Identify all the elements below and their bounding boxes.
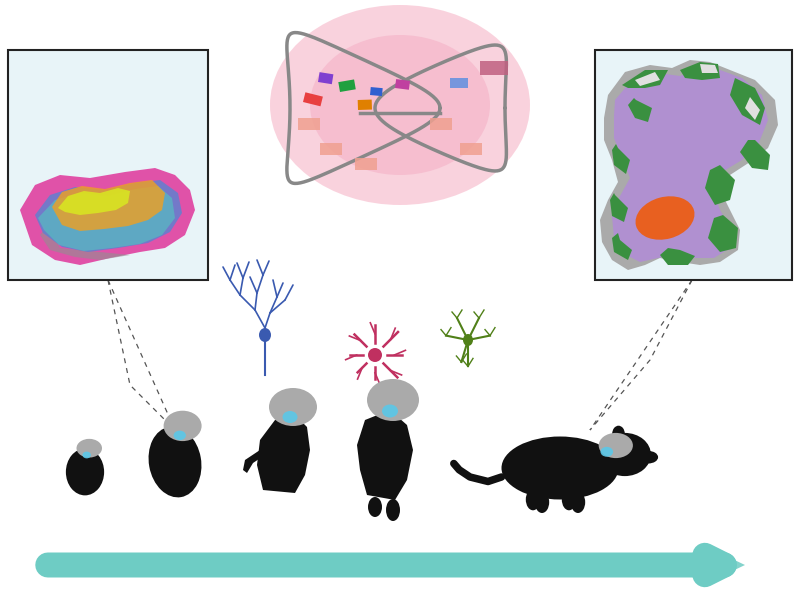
Polygon shape — [52, 180, 165, 231]
Ellipse shape — [562, 489, 576, 510]
Polygon shape — [660, 248, 695, 265]
Bar — [320, 143, 342, 155]
Bar — [355, 158, 377, 170]
Polygon shape — [708, 215, 738, 252]
Bar — [356, 98, 372, 110]
Ellipse shape — [386, 499, 400, 521]
Bar — [450, 78, 468, 88]
Ellipse shape — [601, 447, 613, 456]
Ellipse shape — [598, 433, 633, 458]
FancyBboxPatch shape — [595, 50, 792, 280]
Polygon shape — [635, 72, 660, 86]
Ellipse shape — [638, 451, 658, 464]
Bar — [393, 76, 409, 88]
Ellipse shape — [282, 411, 298, 423]
Polygon shape — [20, 168, 195, 265]
Polygon shape — [612, 68, 768, 262]
Ellipse shape — [367, 379, 419, 421]
Ellipse shape — [270, 5, 530, 205]
Polygon shape — [612, 233, 632, 260]
Bar — [370, 87, 383, 97]
Bar — [318, 72, 334, 84]
Ellipse shape — [150, 463, 162, 471]
Ellipse shape — [269, 388, 317, 426]
Bar — [340, 82, 357, 93]
Ellipse shape — [310, 35, 490, 175]
Bar — [460, 143, 482, 155]
Ellipse shape — [77, 439, 102, 458]
Ellipse shape — [82, 452, 91, 458]
Ellipse shape — [149, 426, 202, 497]
Polygon shape — [58, 188, 130, 215]
Ellipse shape — [635, 196, 694, 240]
Bar — [298, 118, 320, 130]
Polygon shape — [357, 410, 413, 500]
Ellipse shape — [463, 334, 473, 346]
Polygon shape — [622, 70, 668, 88]
Polygon shape — [705, 165, 735, 205]
Polygon shape — [38, 186, 175, 251]
Ellipse shape — [612, 426, 625, 442]
Ellipse shape — [502, 436, 618, 499]
Bar — [302, 91, 321, 102]
Ellipse shape — [66, 449, 104, 495]
Ellipse shape — [382, 405, 398, 418]
Polygon shape — [700, 64, 718, 73]
Polygon shape — [612, 144, 630, 174]
Polygon shape — [740, 140, 770, 170]
Polygon shape — [730, 78, 765, 125]
Bar — [480, 61, 508, 75]
Polygon shape — [745, 97, 760, 120]
FancyBboxPatch shape — [8, 50, 208, 280]
Polygon shape — [243, 450, 265, 473]
Ellipse shape — [174, 431, 186, 440]
Ellipse shape — [526, 489, 540, 510]
Polygon shape — [35, 180, 182, 252]
Polygon shape — [40, 225, 130, 260]
Ellipse shape — [259, 328, 271, 342]
Polygon shape — [610, 193, 628, 222]
Ellipse shape — [598, 433, 651, 476]
Ellipse shape — [570, 491, 586, 513]
Polygon shape — [628, 98, 652, 122]
Bar — [430, 118, 452, 130]
Polygon shape — [257, 415, 310, 493]
FancyArrow shape — [50, 546, 745, 584]
Ellipse shape — [368, 348, 382, 362]
Ellipse shape — [164, 411, 202, 441]
Polygon shape — [600, 60, 778, 270]
Ellipse shape — [534, 491, 550, 513]
Polygon shape — [680, 62, 720, 80]
Ellipse shape — [368, 497, 382, 517]
